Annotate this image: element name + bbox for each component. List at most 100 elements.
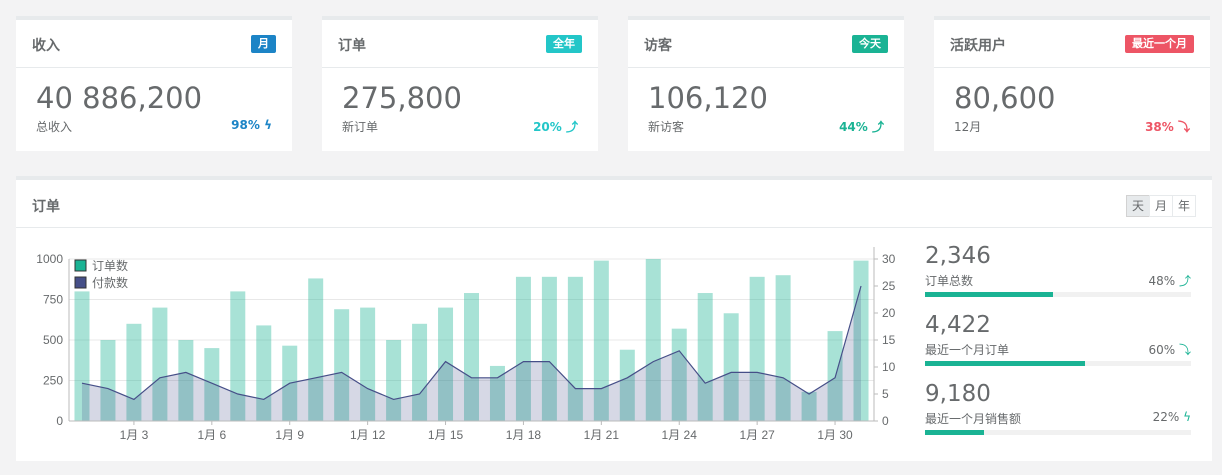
- card-subtitle: 12月: [954, 120, 982, 134]
- card-header: 订单 全年: [322, 20, 598, 68]
- payment-line: [81, 285, 862, 401]
- card-title: 活跃用户: [950, 38, 1006, 54]
- bar: [152, 307, 168, 421]
- legend-swatch: [74, 259, 87, 272]
- x-tick-label: 1月 24: [662, 428, 698, 442]
- bolt-icon: ϟ: [264, 118, 272, 132]
- card-revenue: 收入 月 40 886,200 总收入 98% ϟ: [16, 16, 292, 151]
- bar: [334, 309, 350, 421]
- x-tick-label: 1月 18: [506, 428, 542, 442]
- day-button[interactable]: 天: [1125, 195, 1150, 217]
- card-orders: 订单 全年 275,800 新订单 20% ⤴: [322, 16, 598, 151]
- stat-value: 4,422: [925, 312, 991, 338]
- arrow-down-icon: ⤵: [1178, 343, 1191, 357]
- card-value: 40 886,200: [36, 81, 203, 115]
- card-value: 106,120: [648, 81, 768, 115]
- bar: [723, 313, 739, 421]
- bar: [100, 340, 116, 421]
- x-tick-label: 1月 6: [197, 428, 226, 442]
- pct-value: 98%: [231, 118, 260, 132]
- arrow-up-icon: ⤴: [871, 120, 884, 134]
- y-tick-label-left: 0: [56, 414, 63, 428]
- y-tick-label-right: 25: [882, 279, 896, 293]
- card-title: 收入: [32, 38, 60, 54]
- pct-value: 38%: [1145, 120, 1174, 134]
- orders-chart: 0 250 500 750 1000 0 5 10 15 20 25 30 1月 3 1月 6 1月 9 1月…: [36, 247, 896, 442]
- bar: [204, 348, 220, 421]
- bar: [515, 276, 531, 421]
- card-title: 订单: [338, 38, 366, 54]
- progress-bar: [925, 430, 1191, 435]
- arrow-down-icon: ⤵: [1177, 120, 1190, 134]
- arrow-up-icon: ⤴: [1178, 274, 1191, 288]
- card-percentage: 44% ⤴: [839, 118, 884, 135]
- card-subtitle: 新访客: [648, 120, 685, 134]
- bar: [775, 275, 791, 421]
- bar: [645, 259, 661, 421]
- orders-panel: 订单 天 月 年 0 250 500 750 1000 0 5 10 15 20 25 30 1月 3 1…: [16, 176, 1212, 461]
- card-subtitle: 总收入: [36, 120, 73, 134]
- y-tick-label-right: 15: [882, 333, 896, 347]
- stat-percentage: 22% ϟ: [1153, 410, 1191, 424]
- x-tick-label: 1月 9: [275, 428, 304, 442]
- period-badge: 今天: [852, 35, 888, 53]
- card-title: 访客: [644, 38, 672, 54]
- bar: [619, 349, 635, 421]
- bar: [386, 340, 402, 421]
- progress-fill: [925, 292, 1053, 297]
- stat-value: 9,180: [925, 381, 991, 407]
- card-percentage: 38% ⤵: [1145, 118, 1190, 135]
- progress-bar: [925, 292, 1191, 297]
- card-header: 收入 月: [16, 20, 292, 68]
- y-tick-label-right: 5: [882, 387, 889, 401]
- payment-area: [81, 286, 862, 421]
- y-tick-label-left: 250: [43, 374, 63, 388]
- bar: [464, 293, 479, 421]
- stat-month-orders: 4,422 最近一个月订单 60% ⤵: [925, 312, 1191, 366]
- month-button[interactable]: 月: [1148, 195, 1173, 217]
- bar: [541, 276, 557, 421]
- bar: [489, 365, 505, 421]
- pct-value: 48%: [1148, 274, 1176, 288]
- progress-fill: [925, 430, 984, 435]
- period-badge: 最近一个月: [1125, 35, 1194, 53]
- progress-bar: [925, 361, 1191, 366]
- y-tick-label-right: 20: [882, 306, 896, 320]
- card-subtitle: 新订单: [342, 120, 379, 134]
- pct-value: 22%: [1152, 410, 1180, 424]
- bar: [178, 340, 194, 421]
- card-header: 活跃用户 最近一个月: [934, 20, 1210, 68]
- panel-header: 订单 天 月 年: [16, 180, 1212, 228]
- y-tick-label-right: 10: [882, 360, 896, 374]
- panel-title: 订单: [32, 199, 60, 215]
- bar: [74, 291, 90, 421]
- stat-label: 最近一个月订单: [925, 343, 1010, 357]
- y-tick-label-left: 500: [43, 333, 63, 347]
- legend-label: 订单数: [92, 258, 128, 273]
- x-tick-label: 1月 3: [120, 428, 149, 442]
- y-tick-label-right: 30: [882, 252, 896, 266]
- y-tick-label-left: 750: [43, 293, 63, 307]
- pct-value: 44%: [839, 120, 868, 134]
- year-button[interactable]: 年: [1171, 195, 1196, 217]
- pct-value: 20%: [533, 120, 562, 134]
- card-percentage: 20% ⤴: [533, 118, 578, 135]
- stat-value: 2,346: [925, 243, 991, 269]
- arrow-up-icon: ⤴: [565, 120, 578, 134]
- bolt-icon: ϟ: [1183, 410, 1191, 424]
- stat-month-sales: 9,180 最近一个月销售额 22% ϟ: [925, 381, 1191, 435]
- card-value: 80,600: [954, 81, 1056, 115]
- stat-percentage: 48% ⤴: [1148, 272, 1191, 289]
- period-toggle: 天 月 年: [1125, 195, 1196, 217]
- bar: [697, 293, 713, 421]
- legend-label: 付款数: [92, 275, 128, 290]
- x-tick-label: 1月 21: [584, 428, 620, 442]
- card-visitors: 访客 今天 106,120 新访客 44% ⤴: [628, 16, 904, 151]
- x-tick-label: 1月 27: [739, 428, 775, 442]
- stat-label: 订单总数: [925, 274, 974, 288]
- progress-fill: [925, 361, 1085, 366]
- x-tick-label: 1月 30: [817, 428, 853, 442]
- bar: [438, 307, 454, 421]
- x-tick-label: 1月 12: [350, 428, 386, 442]
- card-header: 访客 今天: [628, 20, 904, 68]
